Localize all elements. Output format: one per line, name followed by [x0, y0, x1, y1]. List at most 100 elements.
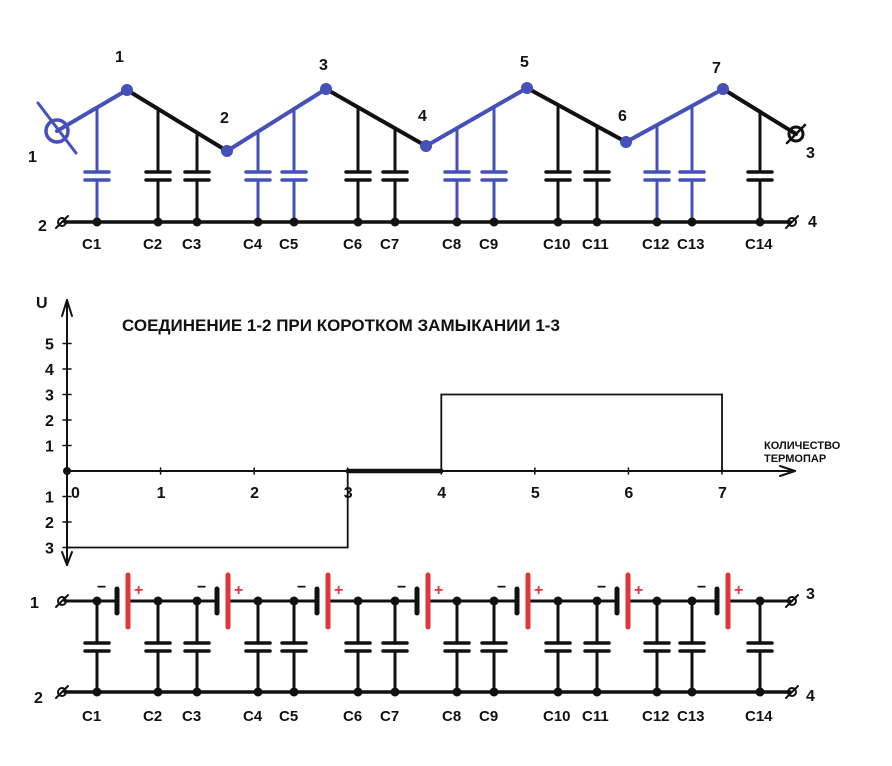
battery-cell: − + — [397, 572, 443, 630]
minus-sign: − — [497, 579, 506, 596]
plus-sign: + — [334, 582, 343, 599]
x-axis-label-line1: КОЛИЧЕСТВО — [764, 440, 841, 452]
plus-sign: + — [134, 582, 143, 599]
capacitor-label: C7 — [380, 708, 399, 725]
rail-node — [289, 687, 299, 697]
rail-node — [452, 687, 462, 697]
rail-node — [353, 687, 363, 697]
plus-sign: + — [534, 582, 543, 599]
capacitor-label: C14 — [745, 708, 773, 725]
y-tick-label: 5 — [45, 337, 54, 354]
capacitor-label: C5 — [279, 236, 298, 253]
capacitor-c9 — [480, 105, 508, 224]
battery-gap — [115, 598, 129, 604]
capacitor-c4 — [244, 599, 272, 694]
minus-sign: − — [297, 579, 306, 596]
capacitor-c14 — [746, 110, 774, 224]
capacitor-label: C10 — [543, 708, 571, 725]
rail-node — [553, 217, 563, 227]
terminal-slash — [55, 594, 69, 608]
rail-node — [153, 687, 163, 697]
rail-node — [652, 217, 662, 227]
terminal-2-label: 2 — [34, 690, 43, 707]
capacitor-label: C3 — [182, 708, 201, 725]
terminal-ring — [787, 217, 797, 227]
terminal-ring — [57, 687, 67, 697]
capacitor-c11 — [583, 599, 611, 694]
capacitor-label: C2 — [143, 236, 162, 253]
capacitor-c6 — [344, 599, 372, 694]
rail-node — [289, 596, 299, 606]
rail-node — [353, 217, 363, 227]
capacitor-c4 — [244, 130, 272, 224]
thermocouple-leg-black — [125, 88, 229, 153]
rail-node — [592, 217, 602, 227]
capacitor-c2 — [144, 107, 172, 224]
rail-node — [687, 596, 697, 606]
rail-node — [489, 596, 499, 606]
capacitor-c10 — [544, 103, 572, 224]
capacitor-label: C10 — [543, 236, 571, 253]
rail-node — [192, 217, 202, 227]
rail-node — [192, 596, 202, 606]
rail-node — [390, 596, 400, 606]
rail-node — [92, 687, 102, 697]
terminal-4-label: 4 — [806, 688, 815, 705]
terminal-1 — [55, 594, 69, 608]
terminal-ring — [787, 596, 797, 606]
terminal-3-label: 3 — [806, 145, 815, 162]
junction-node — [320, 83, 332, 95]
capacitor-label: C12 — [642, 236, 670, 253]
y-axis-label: U — [36, 295, 48, 312]
y-tick-label: 1 — [45, 490, 54, 507]
capacitor-label: C13 — [677, 236, 705, 253]
capacitor-label: C6 — [343, 236, 362, 253]
x-arrow — [779, 470, 796, 477]
graph-title: СОЕДИНЕНИЕ 1-2 ПРИ КОРОТКОМ ЗАМЫКАНИИ 1-… — [122, 316, 560, 335]
thermocouple-leg-blue — [55, 88, 129, 133]
rail-node — [755, 687, 765, 697]
y-arrow-down — [66, 551, 73, 566]
rail-node — [652, 596, 662, 606]
capacitor-c12 — [643, 599, 671, 694]
rail-node — [489, 217, 499, 227]
rail-node — [652, 687, 662, 697]
minus-sign: − — [397, 579, 406, 596]
x-tick-label: 4 — [437, 485, 446, 502]
capacitor-label: C4 — [243, 708, 263, 725]
capacitor-c13 — [678, 599, 706, 694]
terminal-slash — [55, 215, 69, 229]
terminal-1-label: 1 — [30, 595, 39, 612]
capacitor-label: C5 — [279, 708, 298, 725]
node-label: 7 — [712, 60, 721, 77]
thermocouple-leg-blue — [225, 87, 328, 153]
capacitor-c1 — [83, 599, 111, 694]
node-label: 2 — [220, 110, 229, 127]
terminal-slash — [785, 594, 799, 608]
rail-node — [253, 596, 263, 606]
rail-node — [92, 217, 102, 227]
minus-sign: − — [97, 579, 106, 596]
capacitor-c13 — [678, 104, 706, 224]
y-tick-label: 2 — [45, 413, 54, 430]
capacitor-c8 — [443, 126, 471, 224]
rail-node — [592, 687, 602, 697]
thermocouple-leg-black — [525, 86, 628, 144]
capacitor-c5 — [280, 107, 308, 224]
junction-node — [221, 145, 233, 157]
terminal-3-label: 3 — [806, 586, 815, 603]
capacitor-label: C13 — [677, 708, 705, 725]
capacitor-c3 — [183, 131, 211, 224]
rail-node — [553, 596, 563, 606]
origin-point — [63, 467, 71, 475]
capacitor-label: C14 — [745, 236, 773, 253]
battery-gap — [715, 598, 729, 604]
minus-sign: − — [597, 579, 606, 596]
battery-cell: − + — [697, 572, 743, 630]
terminal-3-slash — [785, 123, 807, 145]
rail-node — [755, 596, 765, 606]
terminal-1-slash — [36, 101, 78, 155]
voltage-graph: СОЕДИНЕНИЕ 1-2 ПРИ КОРОТКОМ ЗАМЫКАНИИ 1-… — [36, 295, 841, 566]
junction-node — [521, 82, 533, 94]
capacitor-label: C12 — [642, 708, 670, 725]
